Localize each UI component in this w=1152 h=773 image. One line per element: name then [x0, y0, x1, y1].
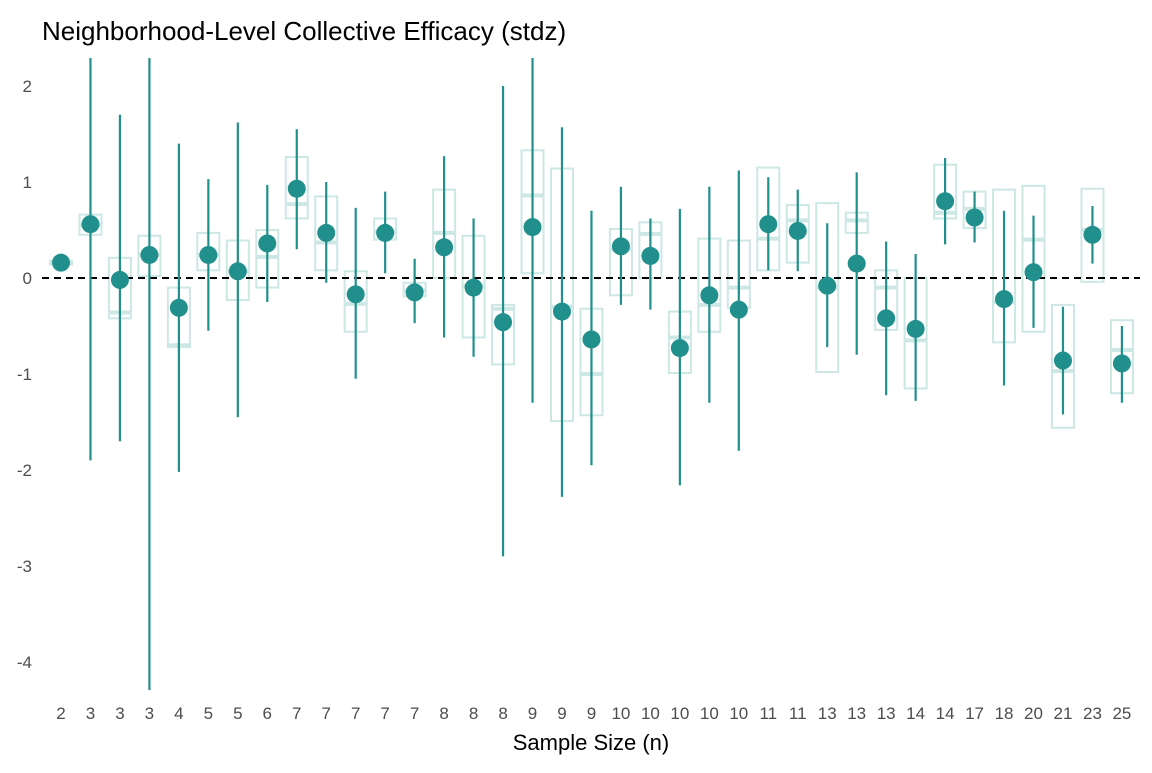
mean-point — [287, 179, 306, 198]
x-tick-label: 23 — [1083, 704, 1102, 723]
x-tick-label: 3 — [145, 704, 154, 723]
box — [1050, 303, 1075, 429]
x-tick-label: 8 — [439, 704, 448, 723]
mean-point — [670, 339, 689, 358]
mean-point — [376, 223, 395, 242]
x-tick-label: 11 — [789, 704, 807, 723]
x-tick-label: 25 — [1112, 704, 1131, 723]
x-tick-label: 20 — [1024, 704, 1043, 723]
mean-point — [965, 208, 984, 227]
x-tick-label: 7 — [321, 704, 330, 723]
x-tick-label: 14 — [936, 704, 955, 723]
x-tick-label: 6 — [263, 704, 272, 723]
mean-point — [110, 270, 129, 289]
mean-point — [81, 215, 100, 234]
x-tick-label: 9 — [587, 704, 596, 723]
x-tick-label: 5 — [233, 704, 242, 723]
mean-point — [199, 245, 218, 264]
y-tick-label: 2 — [23, 77, 32, 96]
mean-point — [494, 313, 513, 332]
x-tick-label: 11 — [759, 704, 777, 723]
mean-point — [346, 285, 365, 304]
x-tick-label: 10 — [700, 704, 719, 723]
mean-point — [258, 234, 277, 253]
x-tick-label: 3 — [115, 704, 124, 723]
mean-point — [1024, 263, 1043, 282]
x-tick-label: 2 — [56, 704, 65, 723]
x-tick-label: 9 — [528, 704, 537, 723]
mean-point — [405, 283, 424, 302]
mean-point — [435, 238, 454, 257]
x-tick-label: 13 — [818, 704, 837, 723]
x-tick-label: 8 — [469, 704, 478, 723]
mean-point — [52, 253, 70, 272]
x-tick-label: 7 — [292, 704, 301, 723]
mean-point — [169, 298, 188, 317]
x-tick-label: 17 — [965, 704, 984, 723]
mean-point — [759, 215, 778, 234]
mean-point — [729, 300, 748, 319]
x-tick-label: 18 — [995, 704, 1014, 723]
x-tick-label: 13 — [847, 704, 866, 723]
mean-point — [228, 262, 247, 281]
y-tick-label: -1 — [17, 365, 32, 384]
x-tick-label: 5 — [204, 704, 213, 723]
x-tick-label: 8 — [498, 704, 507, 723]
mean-point — [906, 319, 925, 338]
mean-point — [936, 192, 955, 211]
mean-point — [1112, 354, 1131, 373]
x-tick-label: 10 — [670, 704, 689, 723]
mean-point — [582, 330, 601, 349]
y-tick-label: 1 — [23, 173, 32, 192]
mean-point — [847, 254, 866, 273]
mean-point — [140, 245, 159, 264]
y-tick-label: 0 — [23, 269, 32, 288]
y-tick-label: -4 — [17, 653, 32, 672]
x-tick-label: 10 — [729, 704, 748, 723]
x-tick-label: 13 — [877, 704, 896, 723]
x-tick-label: 7 — [380, 704, 389, 723]
mean-point — [700, 286, 719, 305]
x-tick-label: 7 — [410, 704, 419, 723]
x-tick-label: 10 — [641, 704, 660, 723]
mean-point — [523, 218, 542, 237]
x-tick-label: 9 — [557, 704, 566, 723]
x-tick-label: 10 — [611, 704, 630, 723]
mean-point — [317, 223, 336, 242]
mean-point — [464, 278, 483, 297]
y-tick-label: -3 — [17, 557, 32, 576]
x-tick-label: 4 — [174, 704, 183, 723]
x-tick-label: 7 — [351, 704, 360, 723]
x-tick-label: 14 — [906, 704, 925, 723]
chart-title: Neighborhood-Level Collective Efficacy (… — [42, 16, 566, 46]
mean-point — [877, 309, 896, 328]
mean-point — [552, 302, 571, 321]
mean-point — [1083, 225, 1102, 244]
box — [1021, 184, 1046, 333]
mean-point — [995, 290, 1014, 309]
mean-point — [611, 237, 630, 256]
mean-point — [1053, 351, 1072, 370]
box — [1080, 187, 1105, 283]
y-tick-label: -2 — [17, 461, 32, 480]
x-tick-label: 21 — [1054, 704, 1073, 723]
x-tick-label: 3 — [86, 704, 95, 723]
mean-point — [788, 221, 807, 240]
mean-point — [818, 276, 837, 295]
mean-point — [641, 246, 660, 265]
x-axis-label: Sample Size (n) — [513, 730, 670, 755]
